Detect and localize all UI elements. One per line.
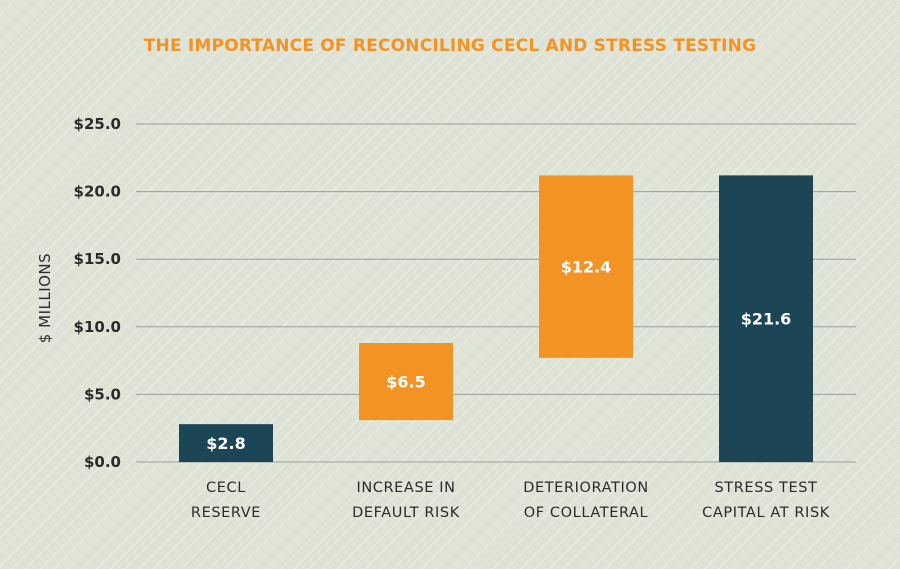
bar [719, 175, 813, 462]
data-label: $6.5 [386, 373, 425, 392]
bar [359, 343, 453, 421]
data-label: $2.8 [206, 434, 245, 453]
y-tick-label: $0.0 [84, 453, 121, 471]
x-tick-label: DEFAULT RISK [352, 505, 460, 521]
bar [539, 175, 633, 358]
y-tick-label: $25.0 [74, 115, 121, 133]
x-tick-label: INCREASE IN [356, 480, 455, 496]
x-tick-label: OF COLLATERAL [524, 505, 649, 521]
x-tick-label: CAPITAL AT RISK [702, 505, 830, 521]
x-tick-label: CECL [206, 480, 246, 496]
data-label: $21.6 [741, 310, 792, 329]
y-tick-label: $15.0 [74, 250, 121, 268]
chart-title: THE IMPORTANCE OF RECONCILING CECL AND S… [143, 36, 757, 56]
data-label: $12.4 [561, 258, 612, 277]
x-tick-label: RESERVE [191, 505, 261, 521]
y-axis-label: $ MILLIONS [36, 253, 54, 343]
x-tick-label: DETERIORATION [523, 480, 649, 496]
x-tick-label: STRESS TEST [715, 480, 818, 496]
y-tick-label: $10.0 [74, 318, 121, 336]
y-tick-label: $5.0 [84, 385, 121, 403]
bar [179, 424, 273, 462]
y-tick-label: $20.0 [74, 183, 121, 201]
